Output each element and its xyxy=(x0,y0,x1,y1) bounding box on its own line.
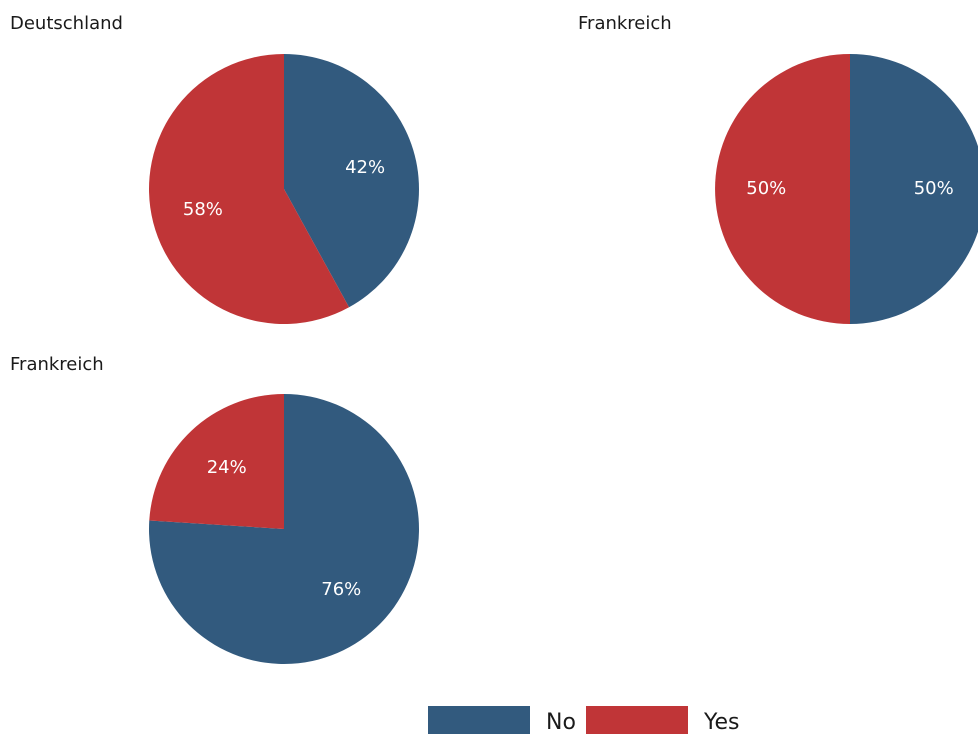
pie-slice-yes xyxy=(149,394,284,529)
pie-slice-yes xyxy=(149,54,350,324)
pie-chart-1: Deutschland 42% 58% xyxy=(10,13,419,324)
pie-chart-2: Frankreich 50% 50% xyxy=(578,13,978,324)
slice-label-yes: 50% xyxy=(746,178,786,199)
slice-label-yes: 58% xyxy=(183,199,223,220)
pie-title: Frankreich xyxy=(10,354,104,375)
legend-swatch-yes xyxy=(586,706,688,734)
slice-label-no: 50% xyxy=(914,178,954,199)
slice-label-yes: 24% xyxy=(207,457,247,478)
legend-label-no: No xyxy=(546,710,576,734)
slice-label-no: 76% xyxy=(321,579,361,600)
pie-slice-no xyxy=(850,54,978,324)
legend: No Yes xyxy=(428,706,740,734)
slice-label-no: 42% xyxy=(345,157,385,178)
legend-label-yes: Yes xyxy=(703,710,740,734)
pie-slice-yes xyxy=(715,54,850,324)
pie-slice-no xyxy=(284,54,419,308)
pie-title: Frankreich xyxy=(578,13,672,34)
pie-chart-3: Frankreich 76% 24% xyxy=(10,354,419,664)
pie-title: Deutschland xyxy=(10,13,123,34)
legend-swatch-no xyxy=(428,706,530,734)
pie-charts-layer: Deutschland42%58%Frankreich50%50%Frankre… xyxy=(10,13,978,664)
